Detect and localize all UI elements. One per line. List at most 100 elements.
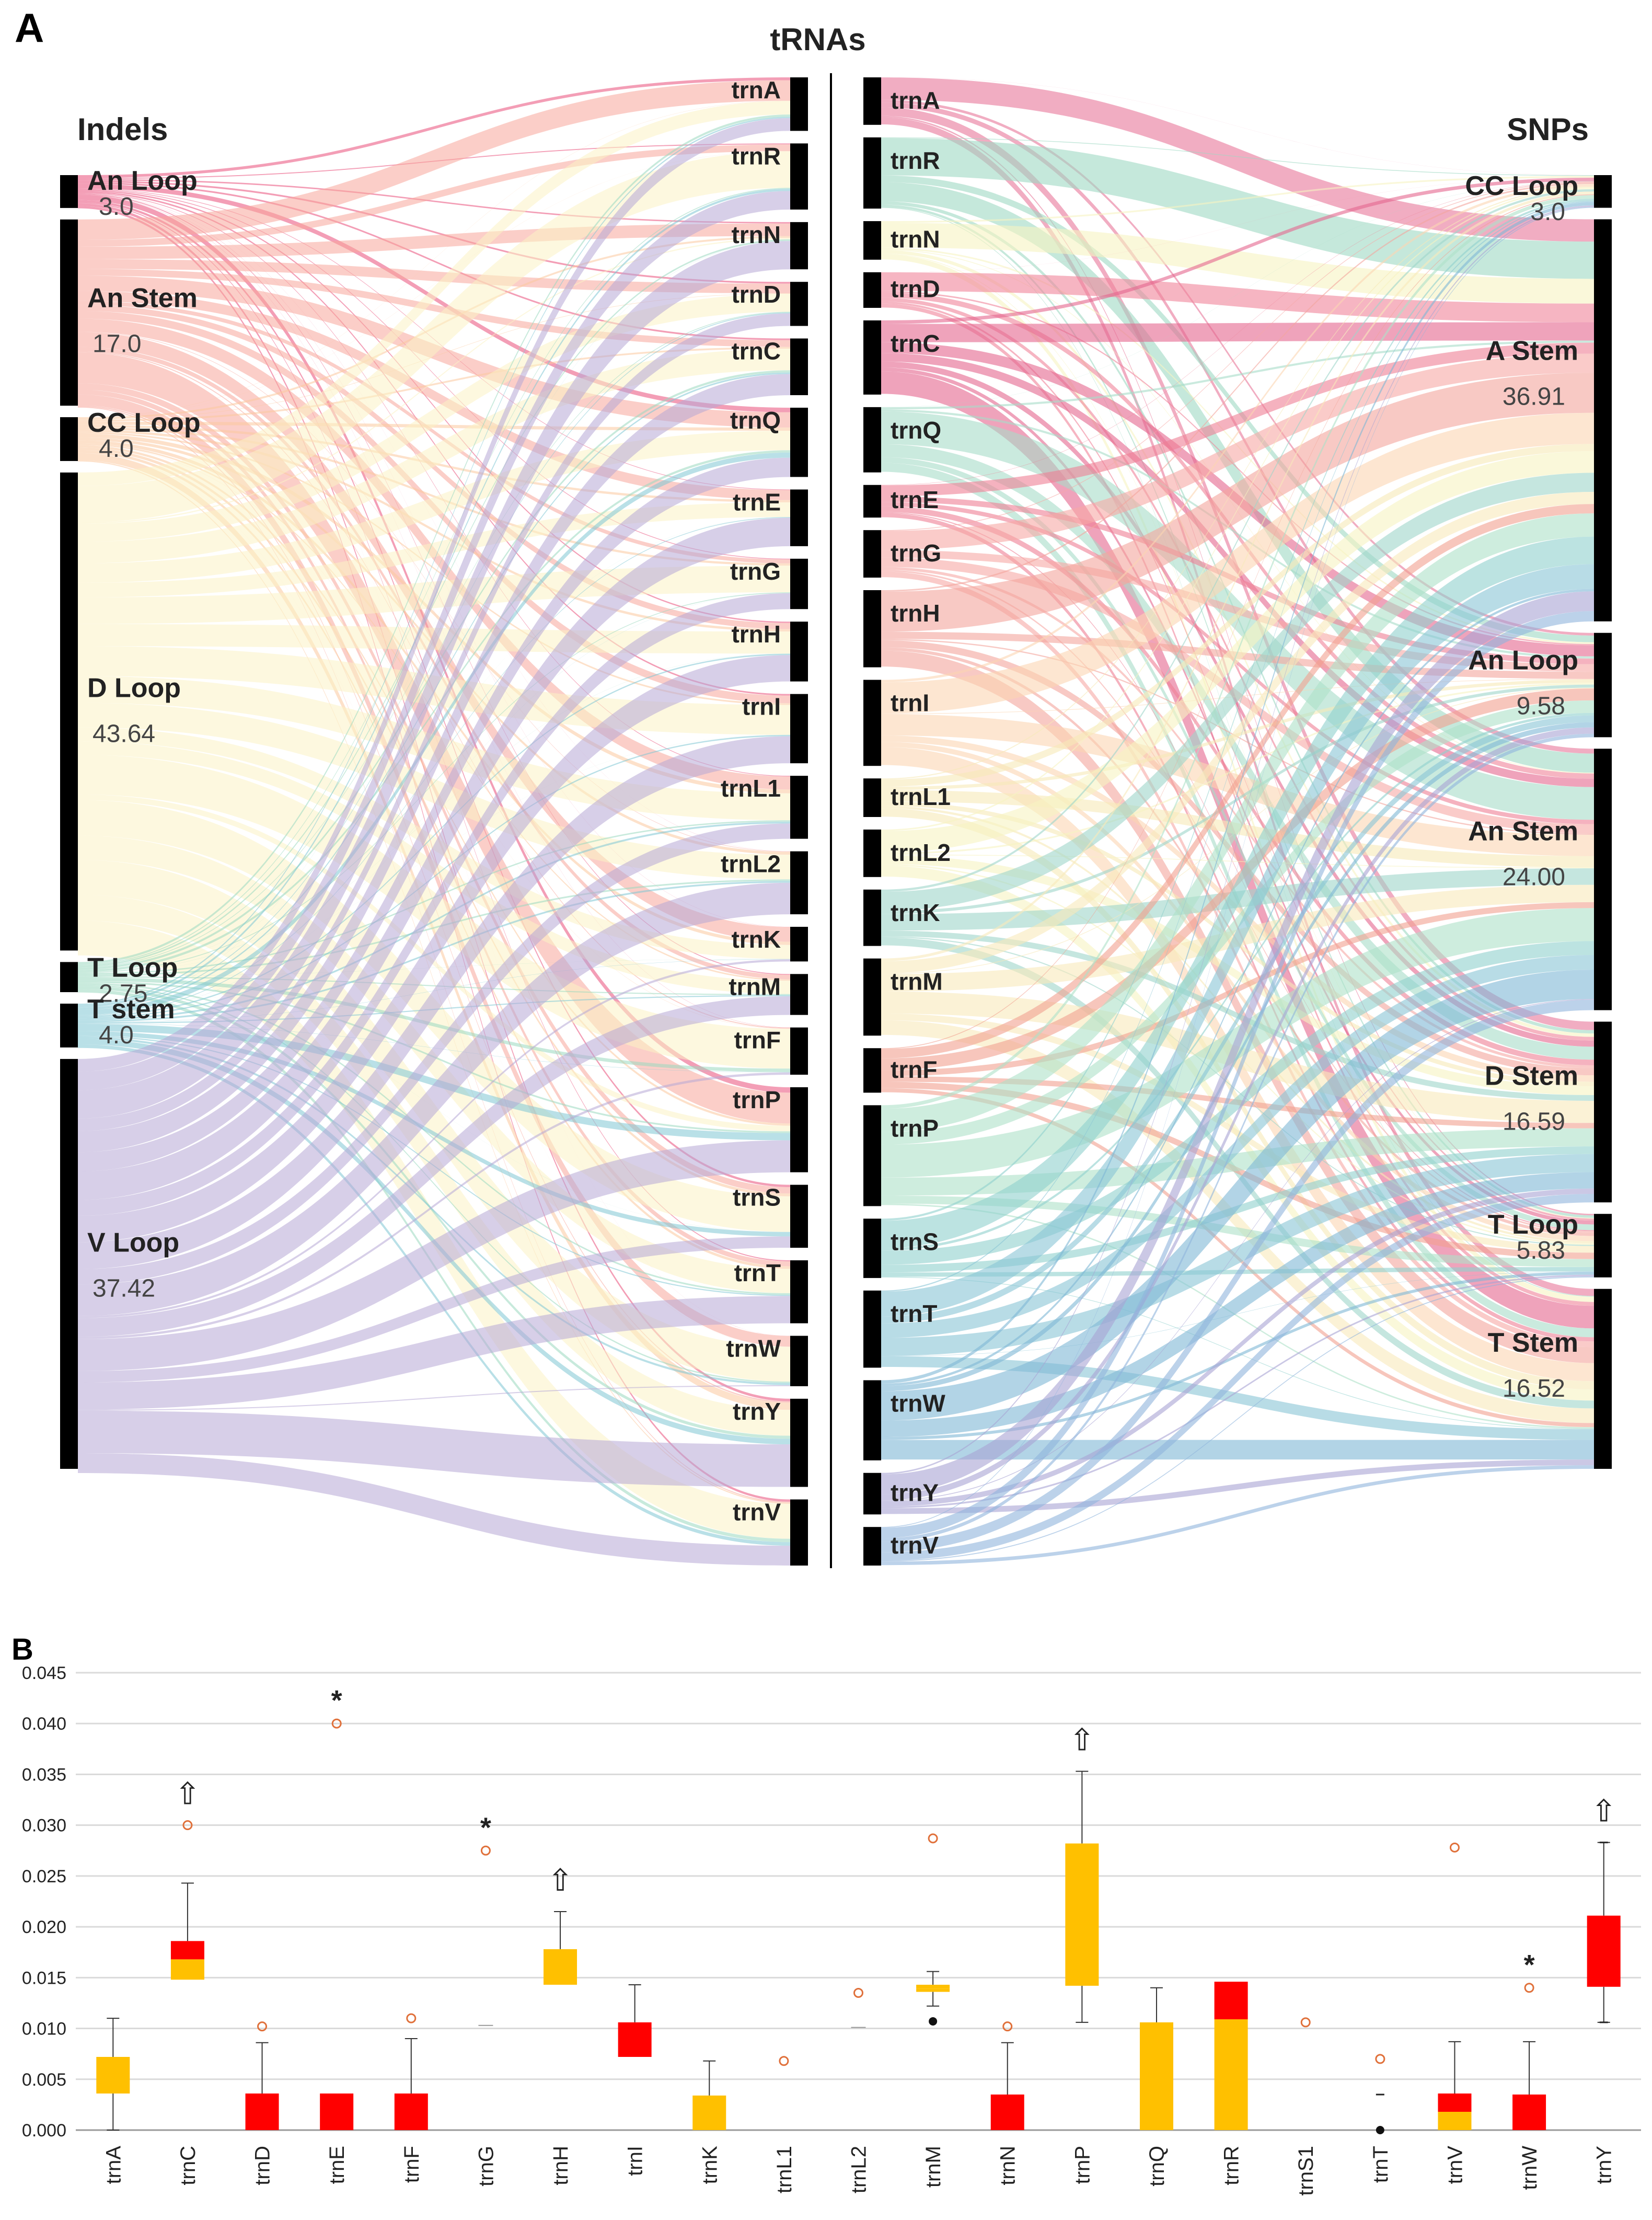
x-tick-label: trnI — [624, 2146, 647, 2176]
flow-ribbon — [881, 444, 1594, 1060]
x-tick-label: trnN — [997, 2146, 1020, 2186]
indel-trna-label: trnD — [731, 281, 781, 308]
snp-region-value: 16.52 — [1503, 1375, 1565, 1402]
box-trnT — [1375, 2054, 1385, 2064]
outlier-point — [928, 1833, 938, 1844]
x-tick-label: trnP — [1071, 2146, 1094, 2184]
indel-trna-label: trnT — [734, 1259, 781, 1286]
flow-ribbon — [881, 722, 1594, 1391]
flow-ribbon — [78, 1236, 790, 1383]
flow-ribbon — [881, 640, 1594, 1076]
flow-ribbon — [881, 571, 1594, 1348]
indel-region-label: An Stem — [87, 283, 198, 313]
flow-ribbon — [78, 349, 790, 563]
flow-ribbon — [881, 195, 1594, 1109]
up-arrow-marker: ⇧ — [1591, 1795, 1616, 1828]
flow-ribbon — [78, 238, 790, 524]
indel-trna-bar — [790, 489, 808, 546]
box-trnM — [916, 1833, 950, 2007]
flow-ribbon — [78, 182, 790, 340]
snp-trna-bar — [863, 829, 881, 877]
y-tick-label: 0.035 — [22, 1765, 66, 1785]
flow-ribbon — [881, 1465, 1594, 1566]
box-trnV — [1438, 1842, 1472, 2130]
flow-ribbon — [78, 502, 790, 597]
snp-region-bar — [1594, 175, 1612, 208]
flow-ribbon — [881, 855, 1594, 1095]
up-arrow-marker: ⇧ — [1069, 1723, 1095, 1757]
indel-trna-label: trnQ — [730, 407, 781, 434]
flow-ribbon — [881, 1194, 1594, 1561]
snp-trna-nodes: trnA trnR trnN trnD trnC trnQ trnE trnG trnH trnI… — [863, 77, 951, 1566]
indel-trna-label: trnG — [730, 558, 781, 585]
box-lower-half — [1065, 1843, 1099, 1986]
flow-ribbon — [881, 611, 1594, 1538]
flow-ribbon — [881, 1271, 1594, 1440]
indel-trna-bar — [790, 974, 808, 1015]
snp-region-value: 16.59 — [1503, 1108, 1565, 1136]
flow-ribbon — [881, 512, 1594, 1232]
flow-ribbon — [78, 882, 790, 1316]
flow-ribbon — [78, 192, 790, 777]
indel-trna-label: trnP — [733, 1086, 781, 1113]
snp-region-bar — [1594, 749, 1612, 1010]
flow-ribbon — [881, 733, 1594, 1542]
x-tick-label: trnR — [1220, 2146, 1243, 2186]
snp-region-bar — [1594, 632, 1612, 738]
flow-ribbon — [78, 100, 790, 418]
flow-ribbon — [78, 240, 790, 1008]
flow-ribbon — [78, 293, 790, 420]
flow-ribbon — [881, 181, 1594, 486]
snp-region-bar — [1594, 1214, 1612, 1278]
snp-trna-label: trnG — [891, 539, 941, 567]
indel-trna-label: trnL2 — [721, 850, 781, 878]
box-lower-half — [320, 2094, 354, 2130]
snp-trna-label: trnF — [891, 1056, 937, 1083]
flow-ribbon — [881, 1203, 1594, 1429]
flow-ribbon — [78, 823, 790, 1285]
indel-region-label: D Loop — [87, 673, 181, 704]
flow-ribbon — [881, 272, 1594, 323]
flow-ribbon — [78, 460, 790, 1504]
flow-ribbon — [881, 1276, 1594, 1562]
flow-ribbon — [78, 734, 790, 1019]
flow-ribbon — [881, 297, 1594, 1041]
flow-ribbon — [78, 593, 790, 1216]
x-tick-label: trnY — [1593, 2146, 1616, 2184]
flow-ribbon — [881, 361, 1594, 1047]
indel-trna-bar — [790, 338, 808, 395]
sankey-left-title: Indels — [77, 112, 168, 147]
indel-flow-ribbons — [78, 77, 790, 1566]
flow-ribbon — [881, 1356, 1594, 1440]
box-lower-half — [394, 2094, 428, 2130]
box-lower-half — [245, 2094, 279, 2130]
box-lower-half — [1139, 2022, 1173, 2130]
flow-ribbon — [881, 292, 1594, 779]
flow-ribbon — [881, 202, 1594, 1384]
flow-ribbon — [78, 736, 790, 1270]
snp-region-value: 3.0 — [1530, 198, 1565, 226]
box-trnW: * — [1512, 1949, 1546, 2130]
snp-flow-ribbons — [881, 77, 1594, 1566]
y-tick-label: 0.005 — [22, 2070, 66, 2090]
snp-region-label: CC Loop — [1465, 171, 1578, 201]
flow-ribbon — [78, 389, 790, 1267]
snp-trna-bar — [863, 1473, 881, 1515]
flow-ribbon — [78, 313, 790, 1131]
outlier-point — [182, 1820, 193, 1831]
flow-ribbon — [78, 151, 790, 523]
x-tick-label: trnC — [177, 2146, 200, 2186]
up-arrow-marker: ⇧ — [175, 1777, 201, 1811]
flow-ribbon — [881, 1271, 1594, 1356]
indel-trna-bar — [790, 407, 808, 477]
flow-ribbon — [881, 409, 1594, 659]
flow-ribbon — [78, 305, 790, 629]
flow-ribbon — [78, 194, 790, 1028]
snp-trna-bar — [863, 1048, 881, 1093]
flow-ribbon — [881, 303, 1594, 1306]
x-tick-label: trnK — [698, 2146, 721, 2184]
indel-trna-bar — [790, 776, 808, 839]
flow-ribbon — [78, 293, 790, 542]
